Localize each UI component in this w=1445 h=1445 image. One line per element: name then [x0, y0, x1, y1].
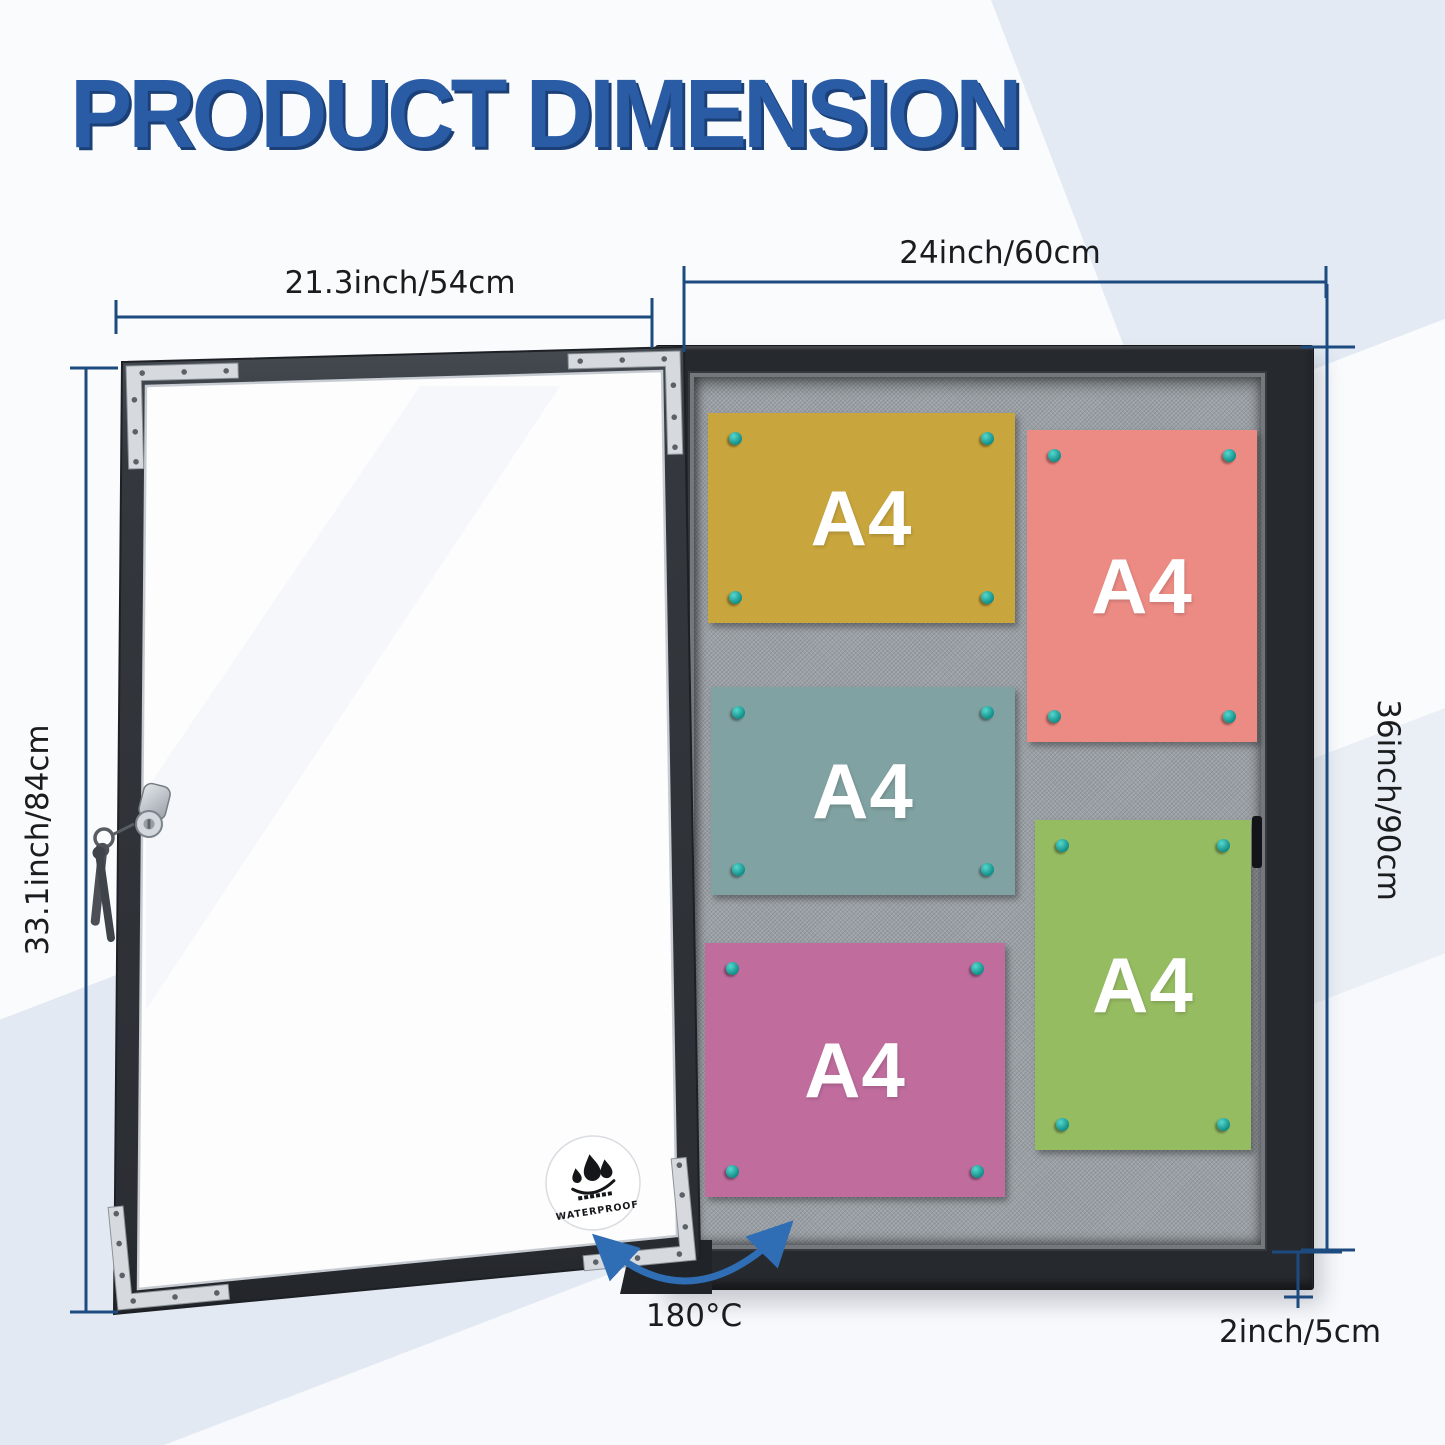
pushpin-icon — [732, 706, 745, 719]
door-keys — [90, 822, 135, 943]
water-drop-icon — [600, 1159, 613, 1179]
paper-size-label: A4 — [812, 746, 914, 835]
board-height-dimension-line — [1301, 284, 1355, 1252]
pushpin-icon — [1048, 710, 1061, 723]
bulletin-board-cabinet: A4 A4 A4 A4 — [655, 345, 1314, 1290]
pushpin-icon — [981, 706, 994, 719]
badge-brand-marks — [577, 1191, 613, 1201]
board-width-label: 24inch/60cm — [899, 235, 1101, 271]
door-corner-bracket — [107, 1205, 231, 1311]
waterproof-badge: WATERPROOF — [545, 1135, 641, 1231]
pushpin-icon — [1048, 449, 1061, 462]
pushpin-icon — [1056, 1118, 1069, 1131]
pushpin-icon — [1217, 839, 1230, 852]
door-height-label: 33.1inch/84cm — [20, 724, 56, 955]
water-drop-icon — [583, 1154, 601, 1181]
pushpin-icon — [1217, 1118, 1230, 1131]
door-width-label: 21.3inch/54cm — [284, 265, 515, 301]
pinned-paper: A4 — [711, 687, 1015, 895]
door-corner-bracket — [125, 362, 239, 470]
pinned-paper: A4 — [705, 943, 1005, 1197]
dimension-lines — [70, 266, 1355, 1314]
board-width-dimension-line — [682, 266, 1328, 352]
pinned-paper: A4 — [1027, 430, 1257, 742]
paper-size-label: A4 — [1091, 541, 1193, 630]
depth-dimension-line — [1272, 1250, 1342, 1308]
door-swing-label: 180°C — [646, 1298, 742, 1334]
door-corner-bracket — [567, 350, 684, 455]
pushpin-icon — [981, 591, 994, 604]
pushpin-icon — [726, 962, 739, 975]
pinned-paper: A4 — [1035, 820, 1251, 1150]
pushpin-icon — [732, 863, 745, 876]
door-swing-arrow-icon — [592, 1220, 794, 1285]
pushpin-icon — [1056, 839, 1069, 852]
pushpin-icon — [1223, 449, 1236, 462]
door-lock — [135, 782, 171, 838]
paper-size-label: A4 — [1092, 940, 1194, 1029]
pushpin-icon — [971, 962, 984, 975]
pushpin-icon — [729, 432, 742, 445]
pushpin-icon — [971, 1165, 984, 1178]
depth-label: 2inch/5cm — [1219, 1314, 1381, 1350]
door-height-dimension-line — [70, 366, 118, 1314]
paper-size-label: A4 — [804, 1025, 906, 1114]
board-height-label: 36inch/90cm — [1370, 699, 1406, 901]
glass-door: WATERPROOF — [90, 345, 702, 1316]
door-width-dimension-line — [114, 298, 654, 348]
pushpin-icon — [1223, 710, 1236, 723]
pushpin-icon — [981, 432, 994, 445]
paper-size-label: A4 — [810, 473, 913, 562]
pinned-paper: A4 — [708, 413, 1015, 623]
pushpin-icon — [729, 591, 742, 604]
pushpin-icon — [981, 863, 994, 876]
water-drop-icon — [572, 1168, 582, 1184]
door-latch — [1252, 816, 1262, 868]
board-fabric-backing: A4 A4 A4 A4 — [688, 371, 1267, 1251]
page-title: PRODUCT DIMENSION — [70, 59, 1023, 168]
pushpin-icon — [726, 1165, 739, 1178]
